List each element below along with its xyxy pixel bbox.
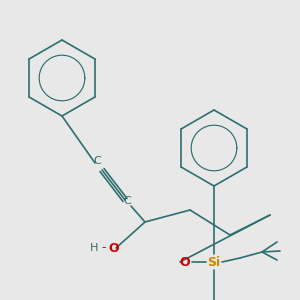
Text: -: - <box>101 242 106 254</box>
Text: C: C <box>93 156 101 166</box>
Text: Si: Si <box>207 256 220 268</box>
Text: O: O <box>180 256 190 268</box>
Text: O: O <box>108 242 119 254</box>
Text: H: H <box>90 243 98 253</box>
Text: C: C <box>123 196 131 206</box>
